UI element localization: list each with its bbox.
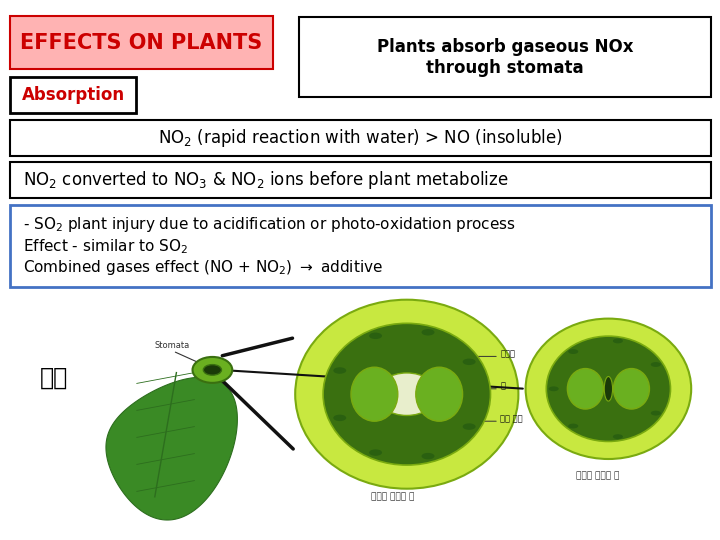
Ellipse shape — [546, 336, 670, 442]
Ellipse shape — [323, 323, 490, 465]
Text: - SO$_2$ plant injury due to acidification or photo-oxidation process: - SO$_2$ plant injury due to acidificati… — [23, 215, 516, 234]
Ellipse shape — [463, 359, 476, 365]
Text: Combined gases effect (NO + NO$_2$) $\rightarrow$ additive: Combined gases effect (NO + NO$_2$) $\ri… — [23, 258, 383, 278]
FancyBboxPatch shape — [10, 120, 711, 156]
Ellipse shape — [416, 367, 462, 421]
FancyBboxPatch shape — [10, 77, 136, 113]
Ellipse shape — [351, 367, 397, 421]
Text: 엽록체: 엽록체 — [500, 349, 516, 359]
Ellipse shape — [421, 329, 434, 335]
Ellipse shape — [568, 349, 578, 354]
Text: Effect - similar to SO$_2$: Effect - similar to SO$_2$ — [23, 237, 188, 255]
FancyBboxPatch shape — [10, 205, 711, 287]
Ellipse shape — [376, 373, 438, 415]
Text: NO$_2$ converted to NO$_3$ & NO$_2$ ions before plant metabolize: NO$_2$ converted to NO$_3$ & NO$_2$ ions… — [23, 169, 508, 191]
FancyBboxPatch shape — [10, 16, 273, 69]
Text: EFFECTS ON PLANTS: EFFECTS ON PLANTS — [20, 32, 263, 53]
Ellipse shape — [203, 364, 222, 375]
Ellipse shape — [333, 415, 346, 421]
Text: 기공이 열렸을 때: 기공이 열렸을 때 — [371, 492, 414, 502]
Text: Absorption: Absorption — [22, 86, 125, 104]
Text: Plants absorb gaseous NOx
through stomata: Plants absorb gaseous NOx through stomat… — [377, 38, 634, 77]
Text: 기공: 기공 — [40, 366, 68, 390]
Ellipse shape — [604, 376, 613, 401]
Ellipse shape — [295, 300, 518, 489]
Ellipse shape — [568, 423, 578, 428]
Ellipse shape — [526, 319, 691, 459]
Ellipse shape — [369, 333, 382, 339]
Text: 공변 세포: 공변 세포 — [500, 414, 523, 423]
Text: NO$_2$ (rapid reaction with water) > NO (insoluble): NO$_2$ (rapid reaction with water) > NO … — [158, 127, 563, 148]
Text: Stomata: Stomata — [155, 341, 190, 350]
Ellipse shape — [192, 357, 233, 383]
Ellipse shape — [567, 368, 603, 409]
Ellipse shape — [369, 449, 382, 456]
Text: 기공이 닫혔을 때: 기공이 닫혔을 때 — [576, 471, 619, 480]
Ellipse shape — [333, 367, 346, 374]
Ellipse shape — [463, 423, 476, 430]
PathPatch shape — [106, 377, 238, 520]
Ellipse shape — [651, 410, 661, 416]
FancyBboxPatch shape — [299, 17, 711, 97]
FancyBboxPatch shape — [10, 162, 711, 198]
Ellipse shape — [421, 453, 434, 460]
Text: 핵: 핵 — [500, 382, 505, 391]
Ellipse shape — [613, 368, 649, 409]
Ellipse shape — [549, 387, 559, 391]
Ellipse shape — [651, 362, 661, 367]
Ellipse shape — [613, 339, 623, 343]
Ellipse shape — [613, 434, 623, 439]
